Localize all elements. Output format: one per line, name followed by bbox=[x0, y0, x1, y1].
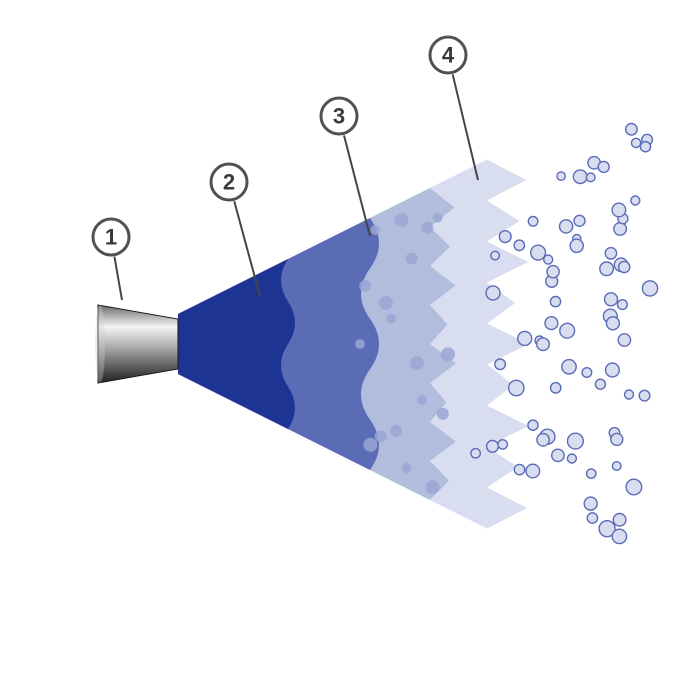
droplet bbox=[518, 331, 532, 345]
droplet bbox=[514, 240, 524, 250]
nozzle bbox=[95, 305, 178, 383]
droplet bbox=[573, 170, 587, 184]
droplet bbox=[495, 359, 506, 370]
inner-droplet bbox=[421, 221, 433, 233]
droplet bbox=[551, 383, 561, 393]
inner-droplet bbox=[417, 395, 427, 405]
callout-leader-4 bbox=[453, 74, 478, 180]
zone-1 bbox=[178, 259, 295, 429]
droplet bbox=[574, 215, 585, 226]
callout-label-2: 2 bbox=[223, 170, 235, 195]
droplet bbox=[587, 469, 596, 478]
inner-droplet bbox=[433, 213, 443, 223]
droplet bbox=[618, 300, 628, 310]
inner-droplet bbox=[406, 252, 418, 264]
inner-droplet bbox=[359, 280, 371, 292]
droplet bbox=[491, 251, 500, 260]
droplet bbox=[528, 420, 538, 430]
droplet bbox=[557, 172, 565, 180]
droplet bbox=[632, 138, 641, 147]
inner-droplet bbox=[375, 431, 387, 443]
droplet bbox=[626, 479, 642, 495]
droplet bbox=[631, 196, 640, 205]
droplet bbox=[600, 262, 614, 276]
droplet bbox=[562, 360, 576, 374]
droplet bbox=[509, 380, 524, 395]
droplet bbox=[560, 220, 573, 233]
droplet bbox=[471, 449, 480, 458]
droplet bbox=[537, 338, 550, 351]
callout-label-3: 3 bbox=[333, 104, 345, 129]
inner-droplet bbox=[379, 296, 393, 310]
droplet bbox=[618, 334, 630, 346]
inner-droplet bbox=[371, 225, 381, 235]
inner-droplet bbox=[402, 463, 412, 473]
droplet bbox=[640, 142, 650, 152]
nozzle-body bbox=[98, 305, 178, 383]
droplet bbox=[612, 462, 621, 471]
droplet bbox=[514, 464, 524, 474]
droplet bbox=[598, 161, 609, 172]
nozzle-rim bbox=[95, 305, 105, 383]
droplet bbox=[537, 434, 549, 446]
droplet bbox=[486, 286, 500, 300]
inner-droplet bbox=[363, 438, 377, 452]
droplet bbox=[587, 513, 597, 523]
droplet bbox=[611, 433, 623, 445]
callout-leader-3 bbox=[344, 135, 370, 236]
callout-leader-1 bbox=[114, 257, 122, 300]
droplet bbox=[614, 223, 627, 236]
droplet bbox=[545, 317, 558, 330]
inner-droplet bbox=[425, 480, 439, 494]
droplet bbox=[619, 261, 630, 272]
droplet bbox=[560, 323, 575, 338]
droplet bbox=[606, 317, 619, 330]
inner-droplet bbox=[390, 425, 402, 437]
inner-droplet bbox=[437, 408, 449, 420]
droplet bbox=[570, 239, 583, 252]
droplet bbox=[567, 454, 576, 463]
spray-diagram: 1 2 3 4 bbox=[0, 0, 700, 700]
inner-droplet bbox=[394, 213, 408, 227]
droplet bbox=[487, 440, 499, 452]
droplet bbox=[625, 390, 634, 399]
callout-label-4: 4 bbox=[442, 43, 455, 68]
droplet bbox=[605, 293, 618, 306]
droplet bbox=[595, 379, 605, 389]
droplet bbox=[642, 281, 657, 296]
droplet bbox=[605, 248, 616, 259]
droplet bbox=[528, 217, 538, 227]
droplet bbox=[550, 297, 560, 307]
droplet bbox=[584, 497, 597, 510]
droplet bbox=[568, 433, 584, 449]
droplet bbox=[499, 231, 511, 243]
droplet bbox=[544, 255, 553, 264]
inner-droplet bbox=[355, 339, 365, 349]
droplet bbox=[606, 363, 620, 377]
droplet bbox=[526, 464, 540, 478]
droplet bbox=[498, 440, 507, 449]
droplet bbox=[547, 266, 559, 278]
droplet bbox=[639, 390, 650, 401]
inner-droplet bbox=[386, 314, 396, 324]
inner-droplet bbox=[441, 347, 455, 361]
droplet bbox=[612, 529, 626, 543]
droplet bbox=[626, 124, 638, 136]
droplet bbox=[582, 368, 592, 378]
droplet bbox=[586, 173, 595, 182]
droplet bbox=[552, 449, 564, 461]
droplet bbox=[613, 514, 626, 527]
callout-label-1: 1 bbox=[105, 225, 117, 250]
inner-droplet bbox=[410, 356, 424, 370]
spray-zones bbox=[178, 160, 529, 529]
droplet bbox=[612, 203, 626, 217]
droplet bbox=[531, 245, 546, 260]
